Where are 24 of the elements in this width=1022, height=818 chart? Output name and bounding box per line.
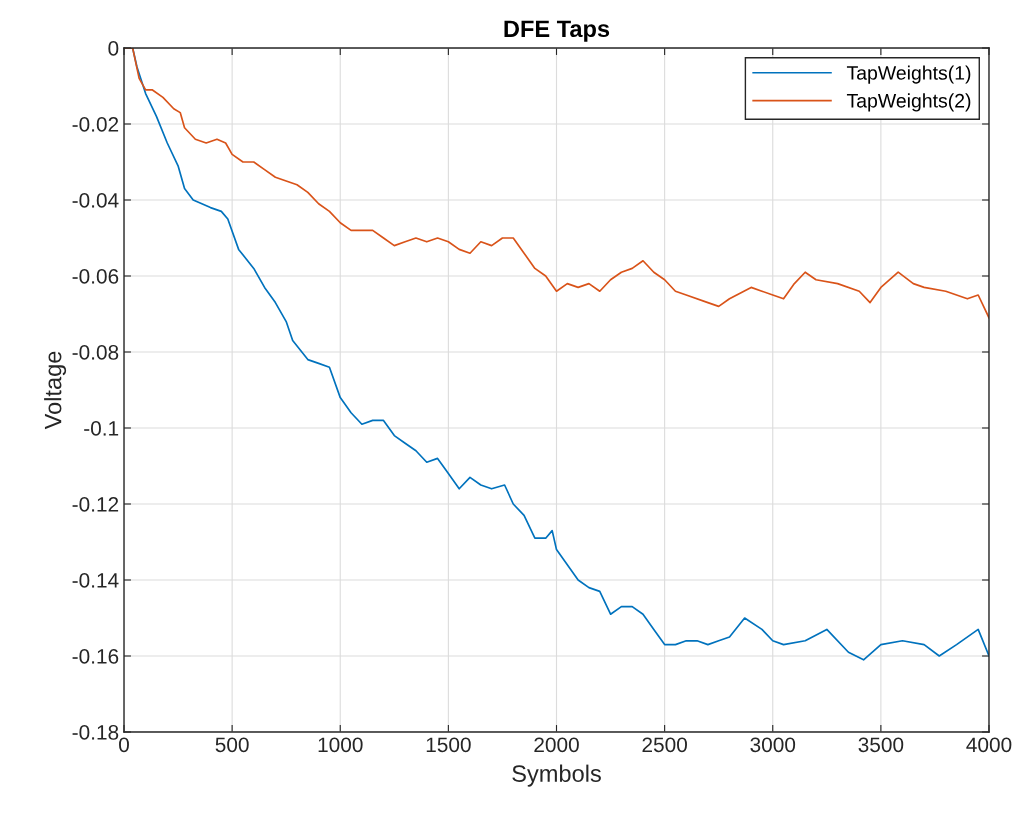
y-tick-label: -0.16 bbox=[72, 649, 119, 664]
x-tick-label: 0 bbox=[119, 737, 129, 753]
x-axis-title: Symbols bbox=[512, 764, 601, 787]
y-tick-label: -0.08 bbox=[72, 345, 119, 360]
legend-label: TapWeights(1) bbox=[846, 65, 971, 84]
x-tick-label: 4000 bbox=[966, 737, 1012, 753]
legend-label: TapWeights(2) bbox=[846, 93, 971, 112]
y-tick-label: -0.04 bbox=[72, 193, 119, 208]
y-tick-label: -0.18 bbox=[72, 725, 119, 740]
x-tick-label: 500 bbox=[215, 737, 249, 753]
x-tick-label: 3000 bbox=[750, 737, 796, 753]
y-tick-label: -0.12 bbox=[72, 497, 119, 512]
y-tick-label: -0.1 bbox=[84, 421, 119, 436]
x-tick-label: 1000 bbox=[318, 737, 363, 753]
x-tick-label: 1500 bbox=[426, 737, 471, 753]
x-tick-label: 2000 bbox=[534, 737, 579, 753]
y-axis-title: Voltage bbox=[44, 351, 67, 430]
y-tick-label: -0.14 bbox=[72, 573, 119, 588]
y-tick-label: -0.06 bbox=[72, 269, 119, 284]
x-tick-label: 2500 bbox=[642, 737, 687, 753]
x-tick-label: 3500 bbox=[858, 737, 904, 753]
y-tick-label: 0 bbox=[108, 41, 119, 56]
y-tick-label: -0.02 bbox=[72, 117, 119, 132]
chart-title: DFE Taps bbox=[504, 20, 610, 42]
